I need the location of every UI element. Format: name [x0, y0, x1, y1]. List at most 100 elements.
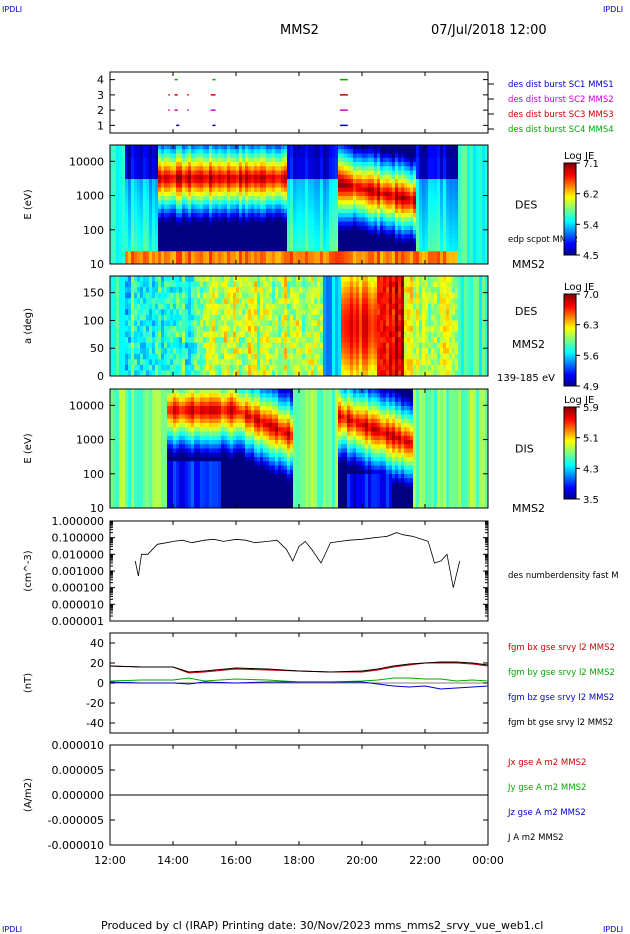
des_energy-panel-cell [254, 259, 258, 265]
des_energy-panel-cell [323, 204, 327, 210]
des_energy-panel-cell [230, 191, 234, 197]
des_energy-panel-cell [140, 157, 144, 163]
des_energy-panel-cell [323, 179, 327, 184]
des_energy-panel-cell [242, 166, 246, 171]
des_energy-panel-cell [233, 204, 237, 210]
des_energy-panel-cell [407, 221, 411, 227]
des_pitch-panel-cell [215, 287, 219, 294]
des_energy-panel-cell [269, 153, 273, 159]
des_energy-panel-cell [299, 162, 303, 167]
des_energy-panel-cell [320, 153, 324, 159]
des_energy-panel-cell [302, 242, 306, 248]
des_energy-panel-cell [362, 191, 366, 197]
des_energy-panel-cell [305, 170, 309, 176]
des_energy-panel-cell [272, 242, 276, 248]
des_pitch-panel-cell [233, 298, 237, 305]
des_energy-panel-cell [149, 196, 153, 201]
des_pitch-panel-cell [176, 364, 180, 371]
des_energy-panel-cell [383, 234, 387, 239]
des_energy-panel-cell [146, 213, 150, 218]
des_energy-panel-cell [425, 174, 429, 180]
des_energy-panel-cell [200, 183, 204, 188]
des_energy-panel-cell [368, 225, 372, 231]
des_energy-panel-cell [224, 247, 228, 252]
des_energy-panel-cell [395, 162, 399, 167]
des_energy-panel-cell [434, 255, 438, 261]
des_energy-panel-cell [404, 230, 408, 235]
des_energy-panel-cell [413, 153, 417, 159]
des_pitch-panel-cell [110, 298, 114, 305]
des_energy-panel-cell [230, 255, 234, 261]
des_energy-panel-cell [188, 217, 192, 222]
des_energy-panel-cell [248, 247, 252, 252]
des_energy-panel-cell [452, 187, 456, 193]
des_pitch-panel-cell [143, 287, 147, 294]
des_pitch-panel-cell [170, 337, 174, 344]
des_energy-panel-cell [185, 200, 189, 205]
des_energy-panel-cell [329, 221, 333, 227]
des_energy-panel-cell [209, 259, 213, 265]
des_energy-panel-cell [374, 230, 378, 235]
des_energy-panel-cell [251, 238, 255, 244]
des_energy-panel-cell [311, 213, 315, 218]
des_energy-panel-cell [389, 191, 393, 197]
des_energy-panel-cell [272, 247, 276, 252]
des_energy-panel-cell [215, 225, 219, 231]
des_energy-panel-cell [158, 259, 162, 265]
des_energy-panel-cell [416, 230, 420, 235]
des_energy-panel-cell [368, 145, 372, 150]
des_energy-panel-cell [137, 183, 141, 188]
des_pitch-panel-cell [203, 292, 207, 299]
des_energy-panel-cell [335, 230, 339, 235]
des_energy-panel-cell [146, 208, 150, 214]
des_energy-panel-cell [197, 225, 201, 231]
des_pitch-panel-cell [287, 348, 291, 355]
des_energy-panel-cell [320, 166, 324, 171]
des_energy-panel-cell [431, 187, 435, 193]
des_energy-panel-cell [428, 255, 432, 261]
des_energy-panel-cell [416, 221, 420, 227]
des_pitch-panel-cell [125, 337, 129, 344]
des_energy-panel-cell [251, 166, 255, 171]
des_energy-panel-cell [260, 191, 264, 197]
des_pitch-panel-cell [128, 309, 132, 316]
des_energy-panel-cell [404, 247, 408, 252]
des_pitch-panel-cell [305, 326, 309, 332]
des_energy-panel-cell [251, 153, 255, 159]
des_pitch-panel-cell [266, 276, 270, 282]
des_pitch-panel-cell [179, 348, 183, 355]
des_energy-panel-cell [119, 208, 123, 214]
des_energy-panel-cell [356, 242, 360, 248]
des_energy-panel-cell [263, 183, 267, 188]
des_pitch-panel-cell [119, 342, 123, 349]
des_energy-panel-cell [119, 149, 123, 154]
des_energy-panel-cell [326, 191, 330, 197]
des_energy-panel-cell [446, 196, 450, 201]
des_energy-panel-cell [212, 166, 216, 171]
des_energy-panel-cell [311, 196, 315, 201]
des_energy-panel-cell [377, 217, 381, 222]
des_energy-panel-cell [110, 191, 114, 197]
des_energy-panel-cell [182, 153, 186, 159]
des_energy-panel-cell [131, 213, 135, 218]
des_energy-panel-cell [239, 221, 243, 227]
des_pitch-panel-cell [302, 276, 306, 282]
des_energy-panel-cell [293, 187, 297, 193]
des_energy-panel-cell [266, 153, 270, 159]
des_energy-panel-cell [281, 238, 285, 244]
des_pitch-panel-cell [119, 353, 123, 360]
des_pitch-panel-cell [206, 292, 210, 299]
des_pitch-panel-cell [299, 292, 303, 299]
des_energy-panel-cell [467, 255, 471, 261]
des_energy-panel-cell [206, 157, 210, 163]
des_energy-panel-cell [389, 200, 393, 205]
des_energy-panel-cell [185, 183, 189, 188]
des_pitch-panel-cell [218, 364, 222, 371]
des_pitch-panel-cell [116, 276, 120, 282]
des_energy-panel-cell [275, 230, 279, 235]
des_energy-panel-cell [164, 187, 168, 193]
des_energy-panel-cell [197, 179, 201, 184]
des_energy-panel-cell [221, 238, 225, 244]
des_energy-panel-cell [284, 174, 288, 180]
des_energy-panel-cell [353, 157, 357, 163]
